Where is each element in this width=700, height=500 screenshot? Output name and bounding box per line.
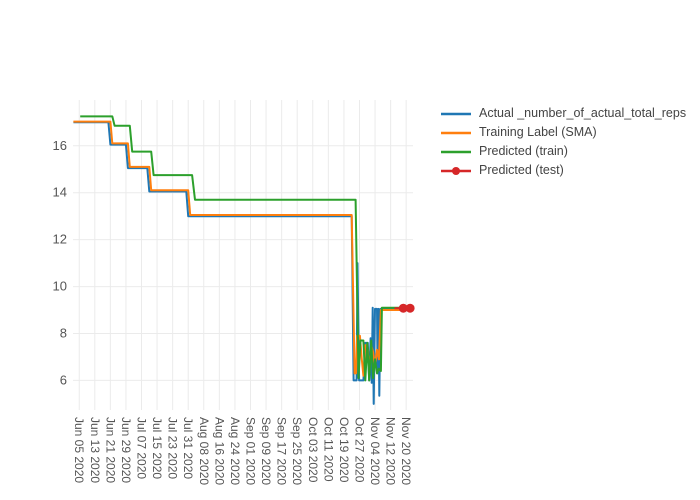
svg-text:6: 6 bbox=[60, 372, 67, 387]
svg-text:Oct 11 2020: Oct 11 2020 bbox=[321, 417, 335, 482]
svg-text:Aug 08 2020: Aug 08 2020 bbox=[197, 417, 211, 485]
legend-item-predicted-test[interactable]: Predicted (test) bbox=[441, 161, 686, 180]
svg-text:Sep 17 2020: Sep 17 2020 bbox=[275, 417, 289, 485]
y-axis-tick-labels: 6 8 10 12 14 16 bbox=[53, 138, 67, 388]
gridlines bbox=[73, 100, 413, 410]
svg-text:Jun 05 2020: Jun 05 2020 bbox=[72, 417, 86, 483]
svg-text:Sep 25 2020: Sep 25 2020 bbox=[290, 417, 304, 485]
svg-text:Jun 29 2020: Jun 29 2020 bbox=[119, 417, 133, 483]
legend: Actual _number_of_actual_total_reps Trai… bbox=[441, 104, 686, 180]
legend-item-training-label[interactable]: Training Label (SMA) bbox=[441, 123, 686, 142]
legend-line-swatch bbox=[441, 112, 471, 115]
svg-text:10: 10 bbox=[53, 279, 67, 294]
svg-text:Oct 27 2020: Oct 27 2020 bbox=[352, 417, 366, 483]
legend-line-swatch bbox=[441, 131, 471, 134]
svg-text:Aug 24 2020: Aug 24 2020 bbox=[228, 417, 242, 485]
svg-text:14: 14 bbox=[53, 185, 67, 200]
svg-text:12: 12 bbox=[53, 232, 67, 247]
legend-label: Predicted (test) bbox=[479, 163, 564, 177]
svg-text:Jul 23 2020: Jul 23 2020 bbox=[166, 417, 180, 479]
svg-text:Nov 20 2020: Nov 20 2020 bbox=[399, 417, 413, 485]
legend-label: Predicted (train) bbox=[479, 144, 568, 158]
legend-label: Actual _number_of_actual_total_reps bbox=[479, 106, 687, 120]
legend-item-predicted-train[interactable]: Predicted (train) bbox=[441, 142, 686, 161]
svg-text:Nov 12 2020: Nov 12 2020 bbox=[384, 417, 398, 485]
svg-text:Jul 07 2020: Jul 07 2020 bbox=[135, 417, 149, 479]
svg-text:Oct 19 2020: Oct 19 2020 bbox=[337, 417, 351, 483]
x-axis-tick-labels: Jun 05 2020 Jun 13 2020 Jun 21 2020 Jun 29 … bbox=[72, 417, 413, 485]
svg-text:Aug 16 2020: Aug 16 2020 bbox=[212, 417, 226, 485]
svg-text:Nov 04 2020: Nov 04 2020 bbox=[368, 417, 382, 485]
legend-label: Training Label (SMA) bbox=[479, 125, 597, 139]
svg-text:Jun 21 2020: Jun 21 2020 bbox=[103, 417, 117, 483]
svg-text:Jul 31 2020: Jul 31 2020 bbox=[181, 417, 195, 479]
data-series-lines bbox=[73, 115, 415, 405]
svg-text:Sep 01 2020: Sep 01 2020 bbox=[243, 417, 257, 485]
svg-text:Oct 03 2020: Oct 03 2020 bbox=[306, 417, 320, 483]
legend-line-swatch bbox=[441, 150, 471, 153]
legend-line-swatch bbox=[441, 166, 471, 175]
legend-item-actual[interactable]: Actual _number_of_actual_total_reps bbox=[441, 104, 686, 123]
svg-text:16: 16 bbox=[53, 138, 67, 153]
svg-text:Jun 13 2020: Jun 13 2020 bbox=[88, 417, 102, 483]
svg-text:Sep 09 2020: Sep 09 2020 bbox=[259, 417, 273, 485]
svg-text:8: 8 bbox=[60, 325, 67, 340]
svg-text:Jul 15 2020: Jul 15 2020 bbox=[150, 417, 164, 479]
